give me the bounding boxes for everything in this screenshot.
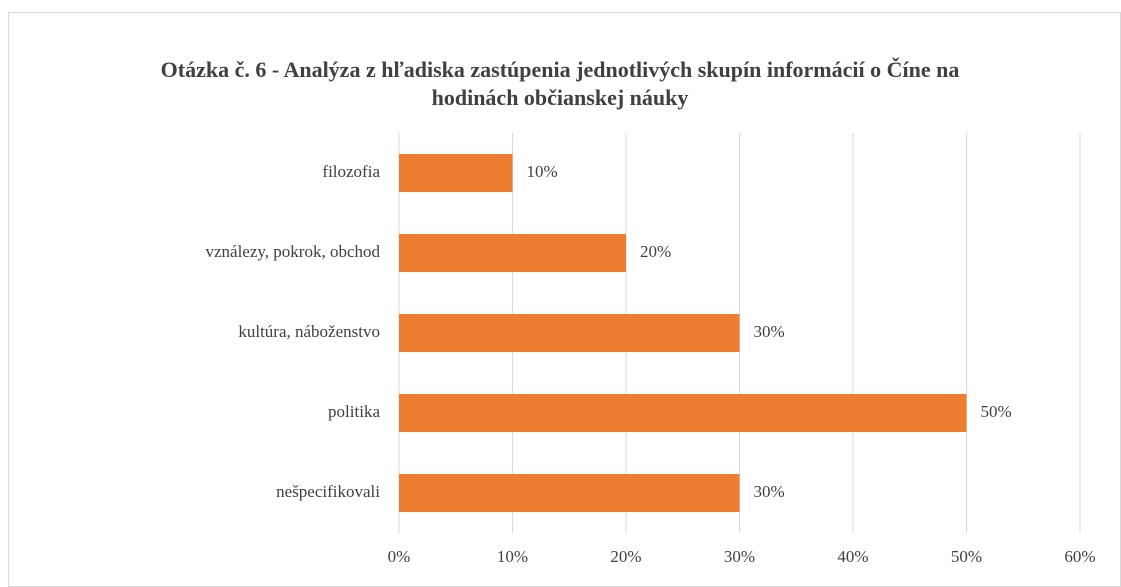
value-label: 30% <box>754 322 785 341</box>
value-label: 20% <box>640 242 671 261</box>
bar <box>399 314 740 352</box>
bar <box>399 474 740 512</box>
x-tick-label: 60% <box>1064 547 1095 566</box>
x-tick-label: 30% <box>724 547 755 566</box>
value-label: 10% <box>527 162 558 181</box>
y-tick-label: vználezy, pokrok, obchod <box>205 242 380 261</box>
bar <box>399 394 967 432</box>
x-tick-label: 50% <box>951 547 982 566</box>
y-tick-label: filozofia <box>322 162 380 181</box>
value-label: 30% <box>754 482 785 501</box>
x-tick-label: 10% <box>497 547 528 566</box>
chart-title: Otázka č. 6 - Analýza z hľadiska zastúpe… <box>160 57 960 110</box>
y-tick-label: politika <box>328 402 380 421</box>
x-tick-label: 0% <box>388 547 411 566</box>
y-tick-label: nešpecifikovali <box>276 482 380 501</box>
x-tick-label: 40% <box>837 547 868 566</box>
bar <box>399 154 513 192</box>
value-label: 50% <box>981 402 1012 421</box>
x-tick-label: 20% <box>610 547 641 566</box>
y-tick-label: kultúra, náboženstvo <box>238 322 380 341</box>
bar <box>399 234 626 272</box>
